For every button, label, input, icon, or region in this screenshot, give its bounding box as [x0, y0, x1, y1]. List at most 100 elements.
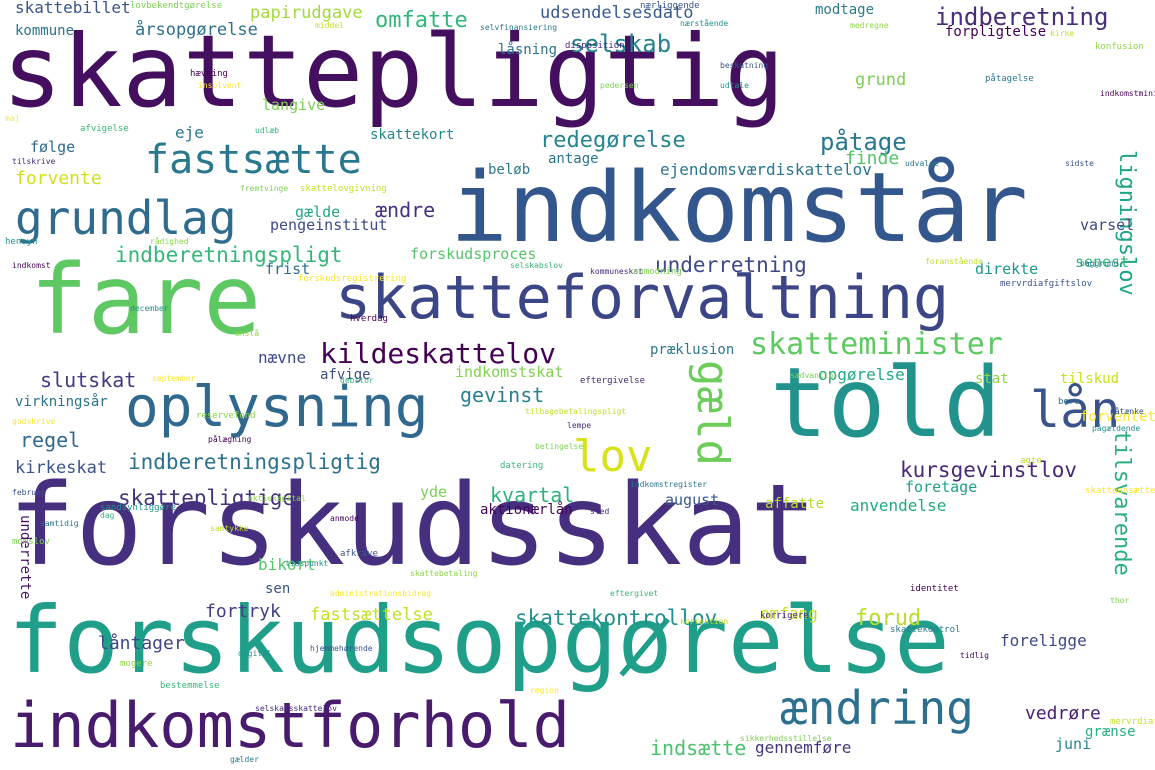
word: papirudgave [250, 3, 363, 23]
small-word: tilbagebetalingspligt [525, 407, 627, 416]
word: august [665, 491, 720, 509]
small-word: korrigere [760, 611, 809, 621]
word: påtage [820, 128, 907, 156]
word: slutskat [40, 368, 137, 392]
small-word: selskabslov [510, 261, 563, 270]
word: foreligge [1000, 631, 1087, 650]
small-word: thor [1110, 596, 1130, 605]
small-word: kirke [1050, 29, 1075, 38]
small-word: korrektion [680, 617, 729, 626]
word: pengeinstitut [270, 216, 388, 234]
small-word: sikkerhedsstillelse [740, 734, 832, 743]
small-word: forskudsregistrering [298, 274, 407, 284]
word: affatte [765, 496, 825, 512]
word: grund [855, 70, 907, 90]
small-word: beskatning [720, 61, 769, 70]
word: kommune [15, 23, 75, 39]
small-word: foranstående [925, 257, 983, 266]
small-word: pågældende [1092, 424, 1141, 433]
word: skattepligtige [118, 486, 296, 510]
word: regel [20, 428, 81, 452]
small-word: indkomst [12, 261, 51, 270]
word: frist [265, 260, 311, 278]
small-word: sted [590, 507, 610, 516]
word: stat [975, 371, 1009, 387]
word: kursgevinstlov [900, 458, 1078, 482]
small-word: betingelse [535, 442, 584, 451]
word: afvige [320, 367, 371, 383]
small-word: afvigelse [80, 124, 129, 134]
word: omfatte [375, 8, 468, 33]
word: lov [573, 431, 653, 482]
word: skattekontrollov [515, 606, 718, 630]
word: forskudsproces [410, 245, 537, 263]
word: gælde [295, 203, 341, 221]
small-word: selvfinansiering [480, 23, 558, 32]
word: indkomstforhold [10, 689, 570, 762]
small-word: dag [100, 511, 115, 520]
small-word: identitet [910, 584, 959, 594]
word: fare [30, 244, 262, 356]
word: skatteminister [750, 327, 1003, 362]
word: skattebillet [15, 0, 131, 17]
word: udsendelsesdato [540, 3, 694, 23]
word: indberetningspligt [115, 243, 343, 267]
small-word: udlæb [255, 126, 280, 135]
word: skattekort [370, 127, 455, 143]
small-word: middel [315, 21, 344, 30]
small-word: insolvent [198, 81, 242, 90]
word: indkomstskat [455, 363, 564, 381]
small-word: nærliggende [640, 1, 700, 11]
small-word: rådighed [150, 237, 189, 246]
small-word: mogere [120, 659, 153, 669]
small-word: skattekontrol [890, 625, 961, 635]
small-word: momslov [12, 537, 50, 547]
word: langive [262, 96, 326, 114]
word: antage [548, 151, 599, 167]
small-word: skattebetaling [410, 569, 478, 578]
small-word: gælder [230, 755, 259, 764]
word: indberetning [935, 3, 1109, 31]
word: grænse [1085, 724, 1136, 740]
small-word: lovbekendtgørelse [130, 1, 223, 11]
small-word: udvalge [905, 159, 939, 168]
word: gæld [687, 360, 738, 466]
small-word: hævning [190, 69, 228, 79]
word: forvente [15, 168, 102, 189]
word: fastsætte [145, 137, 362, 183]
small-word: selskabsskattelov [255, 704, 337, 713]
small-word: mervrdiafgiftslov [1000, 279, 1093, 289]
small-word: sædvanlig [790, 371, 834, 380]
word: gennemføre [755, 738, 852, 757]
word: sen [265, 581, 291, 597]
small-word: anmodning [633, 267, 682, 277]
word: senest [1075, 253, 1130, 271]
small-word: skatteansættelse [1085, 486, 1155, 496]
word: beløb [488, 162, 531, 178]
small-word: september [152, 374, 196, 383]
small-word: tilskrive [12, 157, 56, 166]
word: låsning [498, 42, 558, 58]
word: grundlag [15, 191, 237, 245]
word: kvartal [490, 483, 575, 507]
word: følge [30, 138, 76, 156]
word: yde [420, 483, 448, 501]
word: lån [1030, 381, 1121, 439]
small-word: påtagelse [985, 74, 1034, 84]
small-word: bestemmelse [160, 681, 220, 691]
small-word: februar [12, 488, 46, 497]
word: indberetningspligtig [128, 450, 381, 474]
word: finde [845, 148, 900, 169]
word: direkte [975, 260, 1039, 278]
small-word: medregne [850, 21, 889, 30]
small-word: eftergivet [610, 589, 659, 598]
small-word: hensyn [5, 237, 38, 247]
word: anvendelse [850, 496, 947, 515]
small-word: godskrive [12, 417, 56, 426]
word: fortryk [205, 601, 281, 622]
word: juni [1055, 735, 1092, 753]
small-word: baggrund [1080, 259, 1119, 268]
small-word: afkræve [340, 549, 378, 559]
small-word: udtale [720, 81, 749, 90]
small-word: pedersen [600, 81, 639, 90]
